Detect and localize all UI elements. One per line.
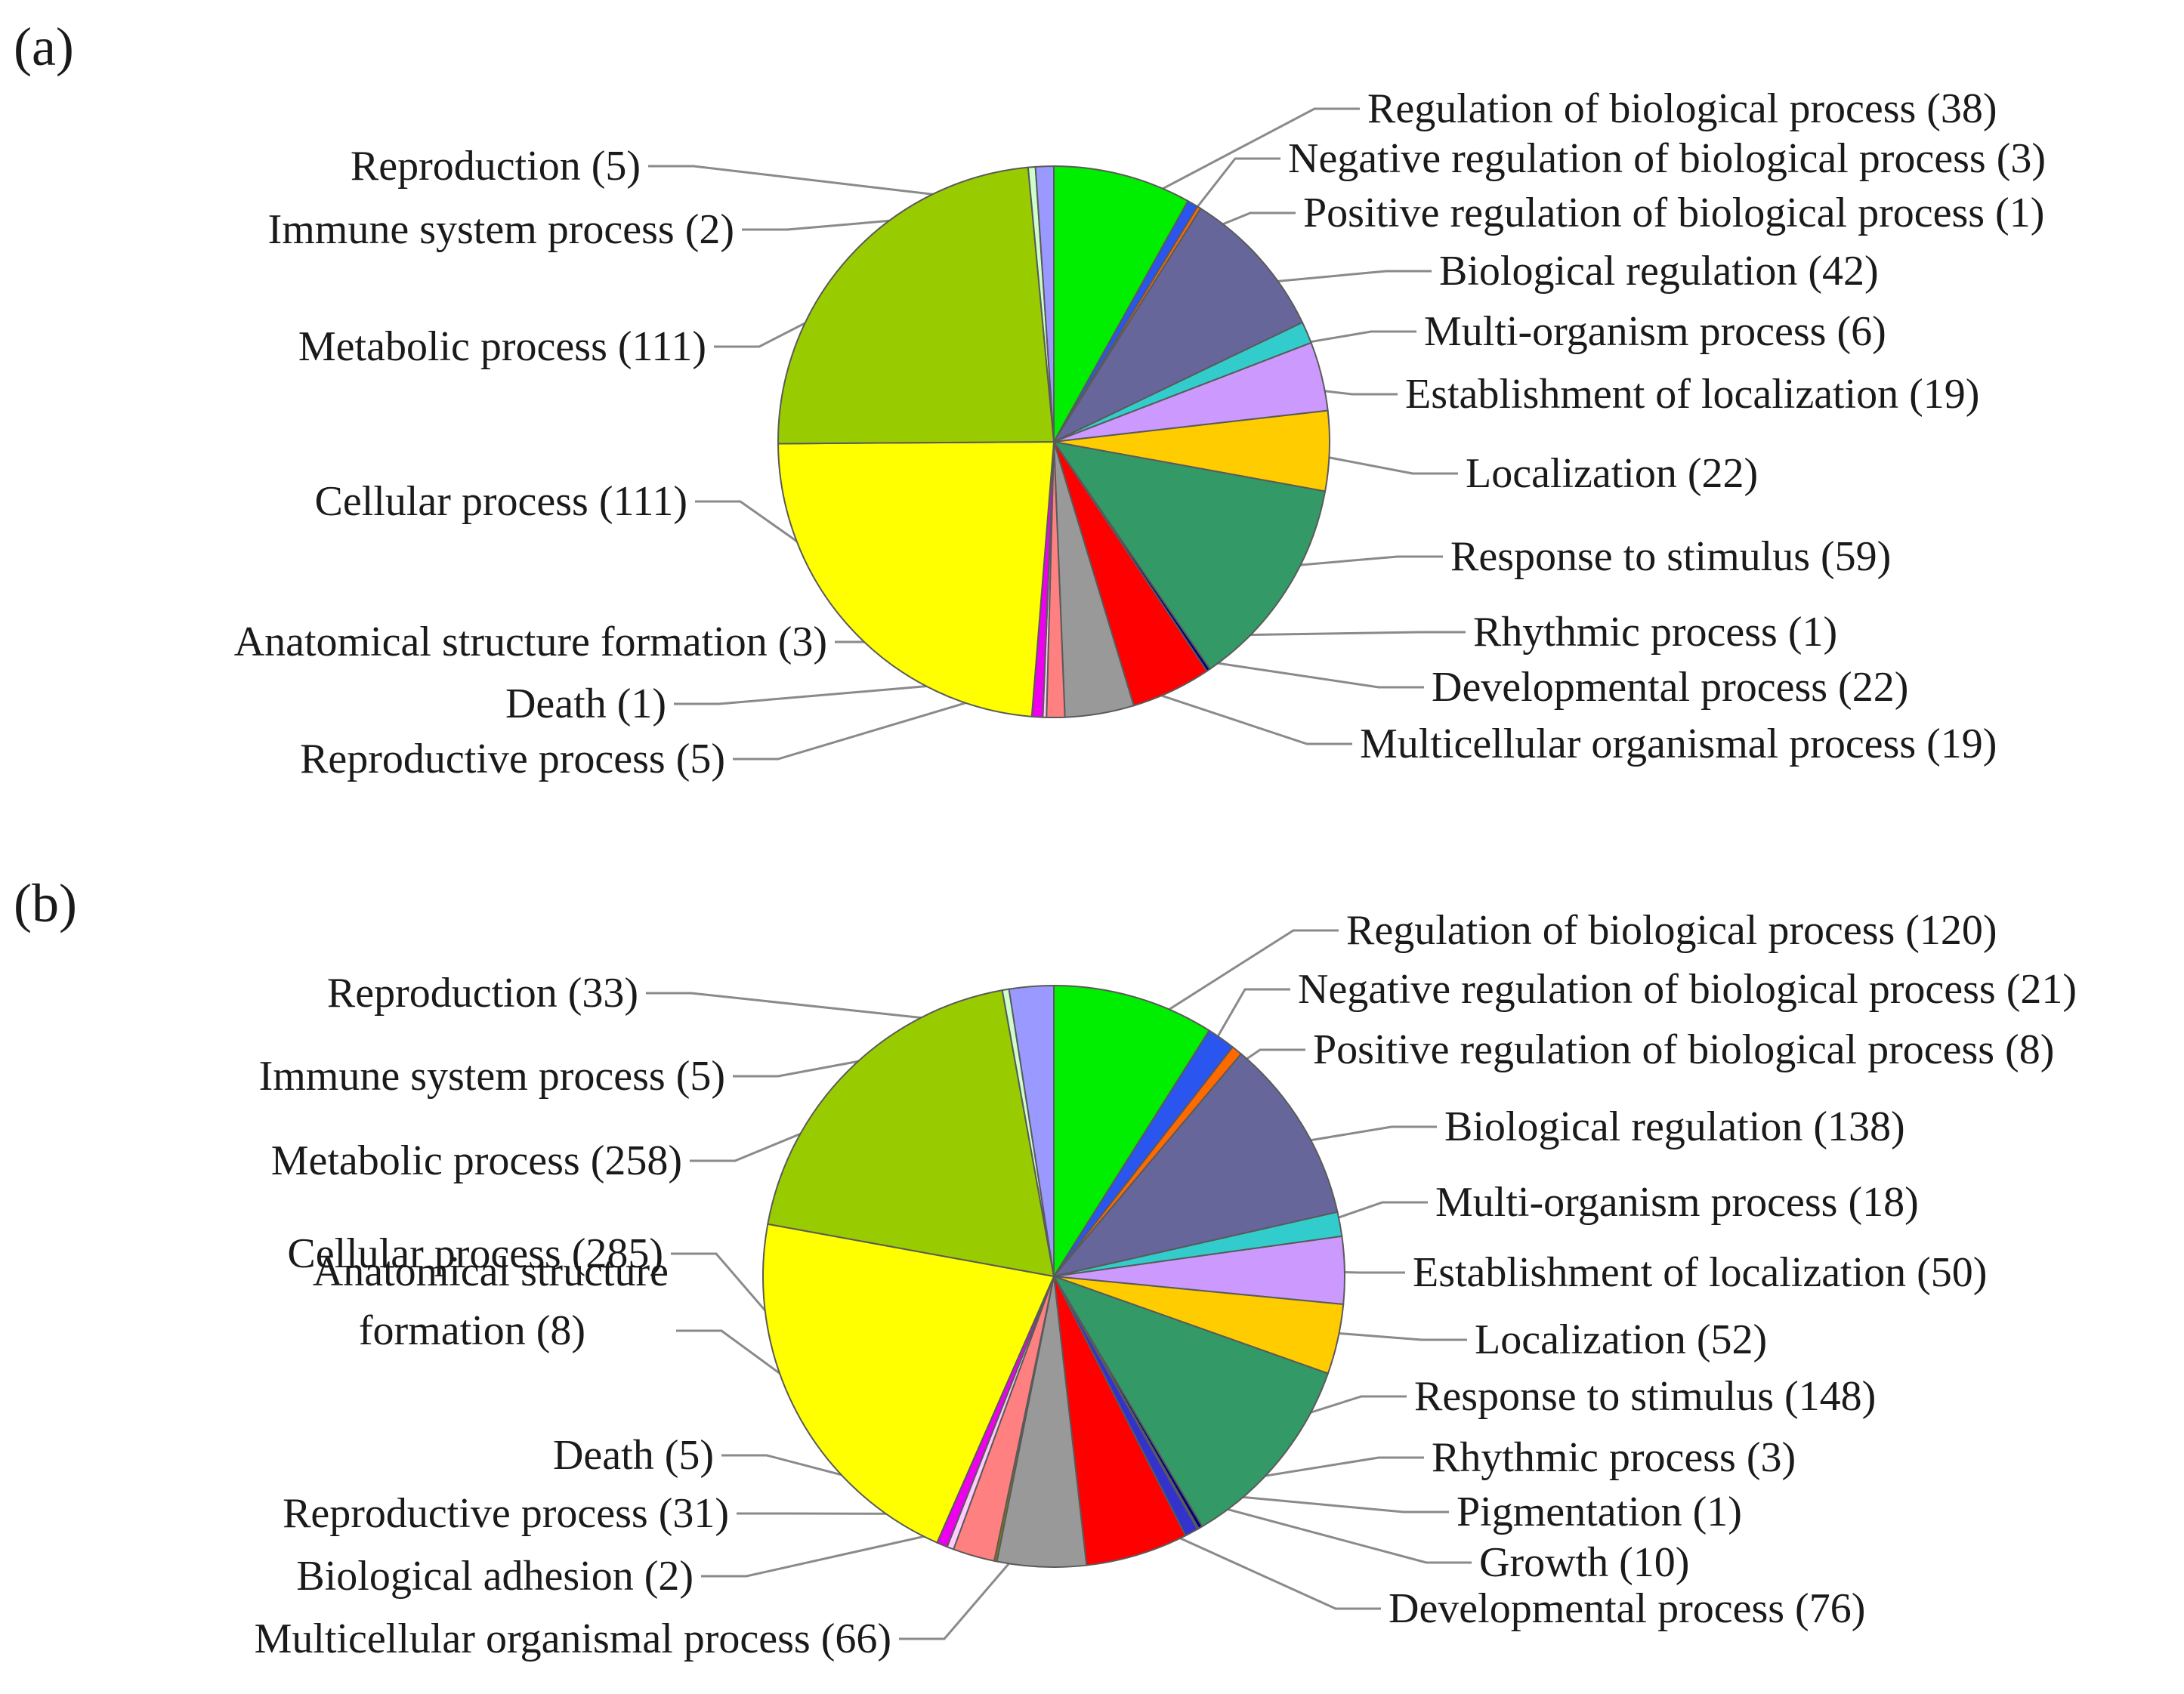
pie-slice <box>777 166 1055 445</box>
slice-label: Pigmentation (1) <box>1457 1489 1742 1535</box>
pie-slice <box>762 1223 1055 1544</box>
slice-label: Metabolic process (258) <box>271 1137 682 1184</box>
leader-line <box>1228 270 1432 287</box>
slice-label: Reproductive process (5) <box>300 736 725 782</box>
panel-a-slices <box>777 165 1330 718</box>
leader-line <box>701 1517 1005 1578</box>
leader-line <box>1185 631 1466 637</box>
leader-line <box>1092 671 1352 745</box>
panel-a: (a) Regulation of biological process (38… <box>14 17 2046 782</box>
slice-label: Death (5) <box>553 1432 714 1479</box>
leader-line <box>1170 1492 1472 1564</box>
slice-label: Reproductive process (31) <box>283 1490 729 1537</box>
leader-line <box>1154 653 1424 689</box>
panel-a-label: (a) <box>14 17 74 77</box>
pie-slice <box>1008 984 1055 1277</box>
slice-label: Biological adhesion (2) <box>296 1553 694 1600</box>
slice-label: Localization (22) <box>1466 450 1758 497</box>
slice-label: Anatomical structure formation (8) <box>313 1248 669 1354</box>
slice-label: Multi-organism process (18) <box>1435 1179 1919 1226</box>
slice-label: Negative regulation of biological proces… <box>1288 135 2046 182</box>
slice-label: Metabolic process (111) <box>298 323 706 370</box>
pie-slice <box>767 989 1055 1278</box>
pie-slice <box>1053 984 1211 1279</box>
slice-label: Response to stimulus (59) <box>1450 533 1891 580</box>
leader-line <box>1112 107 1360 217</box>
slice-label: Developmental process (76) <box>1389 1585 1865 1632</box>
slice-label: Anatomical structure formation (3) <box>234 619 827 665</box>
panel-a-labels: Regulation of biological process (38)Neg… <box>234 85 2046 782</box>
pie-slice <box>1034 165 1055 443</box>
slice-label: Localization (52) <box>1475 1316 1767 1363</box>
slice-label: Death (1) <box>505 680 666 727</box>
slice-label: Developmental process (22) <box>1432 664 1908 711</box>
slice-label: Cellular process (111) <box>315 478 687 525</box>
pie-slice <box>1052 440 1327 671</box>
slice-label: Response to stimulus (148) <box>1414 1373 1876 1420</box>
slice-label: Rhythmic process (1) <box>1473 609 1837 656</box>
slice-label: Multi-organism process (6) <box>1424 308 1886 355</box>
pie-slice <box>777 440 1055 717</box>
panel-b-label: (b) <box>14 873 77 933</box>
pie-slice <box>1052 1275 1330 1528</box>
slice-label: Reproduction (33) <box>327 970 638 1017</box>
slice-label: Multicellular organismal process (19) <box>1360 720 1997 767</box>
slice-label: Biological regulation (42) <box>1439 248 1879 295</box>
leader-line <box>1176 1489 1449 1513</box>
panel-b-slices <box>762 984 1345 1569</box>
pie-slice <box>1053 1276 1187 1566</box>
pie-slice <box>1053 165 1189 445</box>
pie-slice <box>1052 207 1304 444</box>
slice-label: Negative regulation of biological proces… <box>1298 966 2077 1013</box>
panel-b: (b) Regulation of biological process (12… <box>14 873 2077 1662</box>
panel-b-labels: Regulation of biological process (120) Ne… <box>255 907 2077 1662</box>
slice-label: Establishment of localization (50) <box>1413 1249 1987 1296</box>
slice-label: Establishment of localization (19) <box>1405 371 1979 418</box>
leader-line <box>1122 929 1339 1040</box>
slice-label: Regulation of biological process (38) <box>1367 85 1997 132</box>
leader-line <box>1124 1512 1381 1610</box>
leader-line <box>648 165 1046 209</box>
pie-slice <box>1052 1053 1339 1278</box>
slice-label: Rhythmic process (3) <box>1432 1434 1796 1481</box>
slice-label: Biological regulation (138) <box>1444 1103 1905 1150</box>
slice-label: Immune system process (2) <box>268 206 734 253</box>
slice-label: Regulation of biological process (120) <box>1346 907 1997 954</box>
slice-label: Cellular process (285) <box>287 1230 663 1277</box>
slice-label: Immune system process (5) <box>259 1053 725 1100</box>
slice-label: Reproduction (5) <box>351 143 641 190</box>
leader-line <box>733 674 1056 761</box>
slice-label: Growth (10) <box>1479 1539 1689 1586</box>
slice-label: Positive regulation of biological proces… <box>1313 1026 2054 1073</box>
slice-label: Positive regulation of biological proces… <box>1303 190 2044 236</box>
slice-label: Multicellular organismal process (66) <box>255 1615 891 1662</box>
